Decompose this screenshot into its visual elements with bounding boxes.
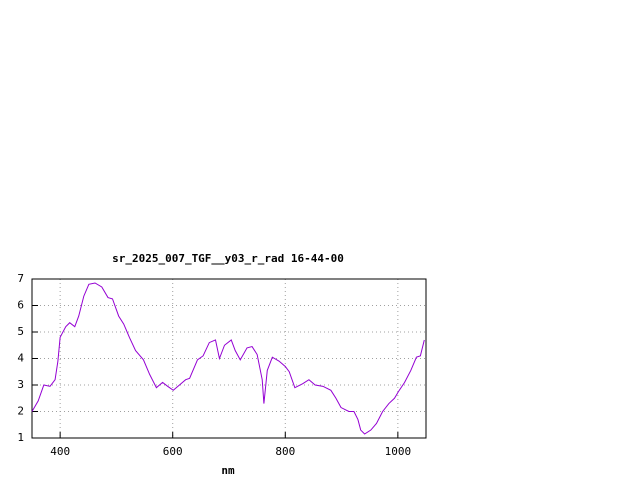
x-tick-label: 600 — [163, 445, 183, 458]
line — [31, 282, 425, 435]
chart-title: sr_2025_007_TGF__y03_r_rad 16-44-00 — [112, 252, 344, 265]
y-tick-label: 3 — [17, 378, 24, 391]
x-axis-label: nm — [221, 464, 235, 477]
x-tick-label: 800 — [275, 445, 295, 458]
y-tick-label: 1 — [17, 431, 24, 444]
y-tick-label: 7 — [17, 272, 24, 285]
y-tick-label: 5 — [17, 325, 24, 338]
x-tick-label: 400 — [50, 445, 70, 458]
x-tick-label: 1000 — [385, 445, 412, 458]
y-tick-label: 6 — [17, 299, 24, 312]
y-tick-label: 4 — [17, 352, 24, 365]
y-tick-label: 2 — [17, 405, 24, 418]
plot-frame — [31, 278, 427, 439]
